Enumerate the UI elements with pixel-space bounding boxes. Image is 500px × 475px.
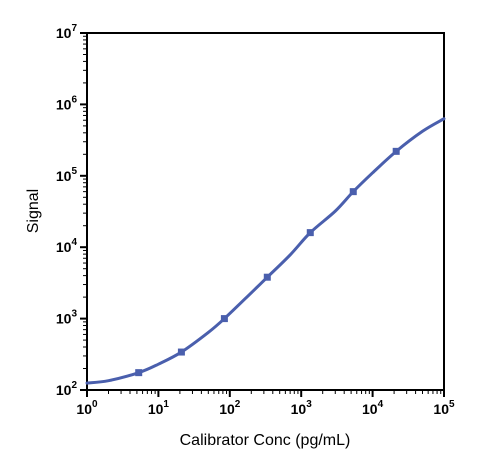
plot-frame [86,32,445,391]
y-tick-label: 106 [56,94,78,112]
y-tick-label: 102 [56,380,78,398]
fit-curve-line [85,117,446,385]
data-point [220,315,228,323]
x-tick-label: 101 [148,399,170,417]
x-tick-label: 104 [362,399,384,417]
x-axis: 100 101 102 103 104 105 [76,390,455,417]
data-points [135,147,400,377]
data-point [263,273,271,281]
data-point [349,188,357,196]
y-tick-label: 103 [56,309,78,327]
y-axis: 102 103 104 105 106 107 [56,23,87,398]
y-tick-label: 107 [56,23,78,41]
y-tick-label: 105 [56,166,78,184]
x-axis-title: Calibrator Conc (pg/mL) [180,432,351,449]
data-point [135,369,143,377]
x-tick-label: 105 [433,399,455,417]
y-axis-title: Signal [25,189,42,233]
data-point [392,147,400,155]
data-point [177,348,185,356]
x-tick-label: 102 [219,399,241,417]
data-point [306,229,314,237]
y-tick-label: 104 [56,237,78,255]
x-tick-label: 103 [291,399,313,417]
x-tick-label: 100 [76,399,98,417]
